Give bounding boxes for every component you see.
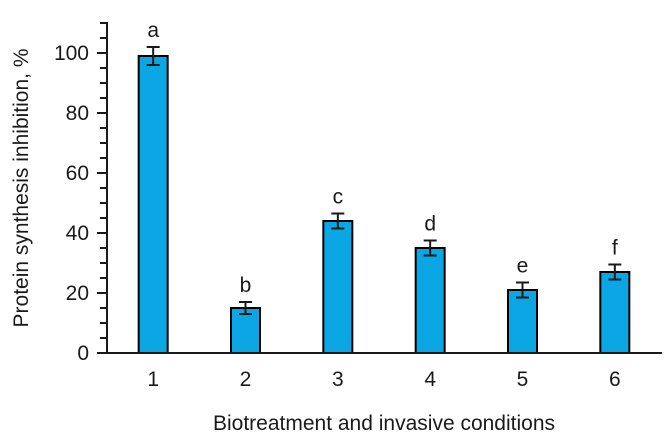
bar-letter-label: f [612,237,618,260]
bar [322,220,354,354]
y-tick-label: 20 [66,282,89,305]
bar-letter-label: a [147,19,159,42]
x-tick-label: 3 [332,368,344,391]
y-tick-label: 60 [66,162,89,185]
x-tick-label: 5 [517,368,529,391]
x-axis-title: Biotreatment and invasive conditions [213,412,555,435]
x-tick-label: 4 [424,368,436,391]
bar [599,271,631,354]
plot-area: 0 20 40 60 80 100 a 1 b 2 c 3 d 4 e 5 f 6 [54,19,631,391]
y-axis-title: Protein synthesis inhibition, % [10,49,33,328]
x-tick-label: 1 [147,368,159,391]
y-tick-label: 0 [77,342,89,365]
bar [507,289,538,354]
x-tick-label: 6 [609,368,621,391]
bar-letter-label: d [424,213,436,236]
y-tick-label: 100 [54,42,89,65]
bar-letter-label: c [333,186,344,209]
bar [414,247,446,354]
bar [137,55,169,354]
y-tick-label: 80 [66,102,89,125]
y-tick-label: 40 [66,222,89,245]
bar-letter-label: e [517,255,529,278]
x-tick-label: 2 [240,368,252,391]
bar-letter-label: b [240,274,252,297]
